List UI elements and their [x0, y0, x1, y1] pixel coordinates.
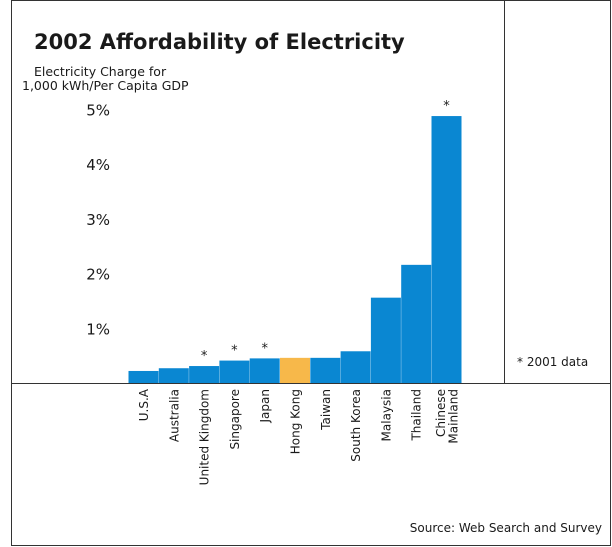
star-marker-japan: * [261, 341, 268, 356]
x-label-chinese-mainland-line-1: Chinese [434, 389, 448, 437]
bar-chinese-mainland [431, 116, 462, 384]
star-markers: * * * * [201, 99, 450, 364]
x-axis-labels: U.S.A Australia United Kingdom Singapore Jap… [137, 388, 460, 485]
chart-title: 2002 Affordability of Electricity [34, 30, 405, 54]
star-marker-chinese-mainland: * [443, 99, 450, 114]
y-tick-label-1: 1% [86, 320, 110, 338]
x-label-chinese-mainland-line-2: Mainland [446, 389, 460, 444]
x-label-singapore: Singapore [228, 389, 242, 450]
bar-singapore [219, 360, 250, 383]
bars [128, 116, 462, 384]
y-tick-label-2: 2% [86, 266, 110, 284]
x-label-malaysia: Malaysia [379, 389, 393, 441]
x-label-thailand: Thailand [410, 389, 424, 442]
source-note: Source: Web Search and Survey [410, 521, 602, 535]
x-label-south-korea: South Korea [349, 389, 363, 462]
x-label-hong-kong: Hong Kong [289, 389, 303, 454]
y-tick-label-5: 5% [86, 102, 110, 120]
y-axis-ticks: 1% 2% 3% 4% 5% [86, 102, 110, 339]
bar-thailand [401, 264, 432, 383]
bar-hong-kong [280, 357, 310, 383]
x-label-japan: Japan [258, 389, 272, 423]
x-label-united-kingdom: United Kingdom [198, 389, 212, 485]
star-marker-singapore: * [231, 344, 238, 359]
bar-taiwan [310, 357, 341, 383]
star-marker-united-kingdom: * [201, 349, 208, 364]
footnote-2001-data: * 2001 data [517, 355, 588, 369]
bar-japan [249, 358, 280, 383]
x-label-australia: Australia [167, 389, 181, 442]
bar-united-kingdom [189, 366, 220, 383]
outer-border [11, 0, 611, 546]
bar-australia [158, 368, 189, 383]
x-label-taiwan: Taiwan [319, 389, 333, 431]
x-label-u-s-a: U.S.A [137, 388, 151, 421]
y-tick-label-4: 4% [86, 156, 110, 174]
bar-malaysia [370, 297, 401, 383]
y-axis-label-line-2: 1,000 kWh/Per Capita GDP [22, 78, 189, 93]
bar-u-s-a [128, 370, 159, 383]
y-axis-label-line-1: Electricity Charge for [34, 64, 167, 79]
bar-south-korea [340, 351, 371, 383]
y-tick-label-3: 3% [86, 211, 110, 229]
